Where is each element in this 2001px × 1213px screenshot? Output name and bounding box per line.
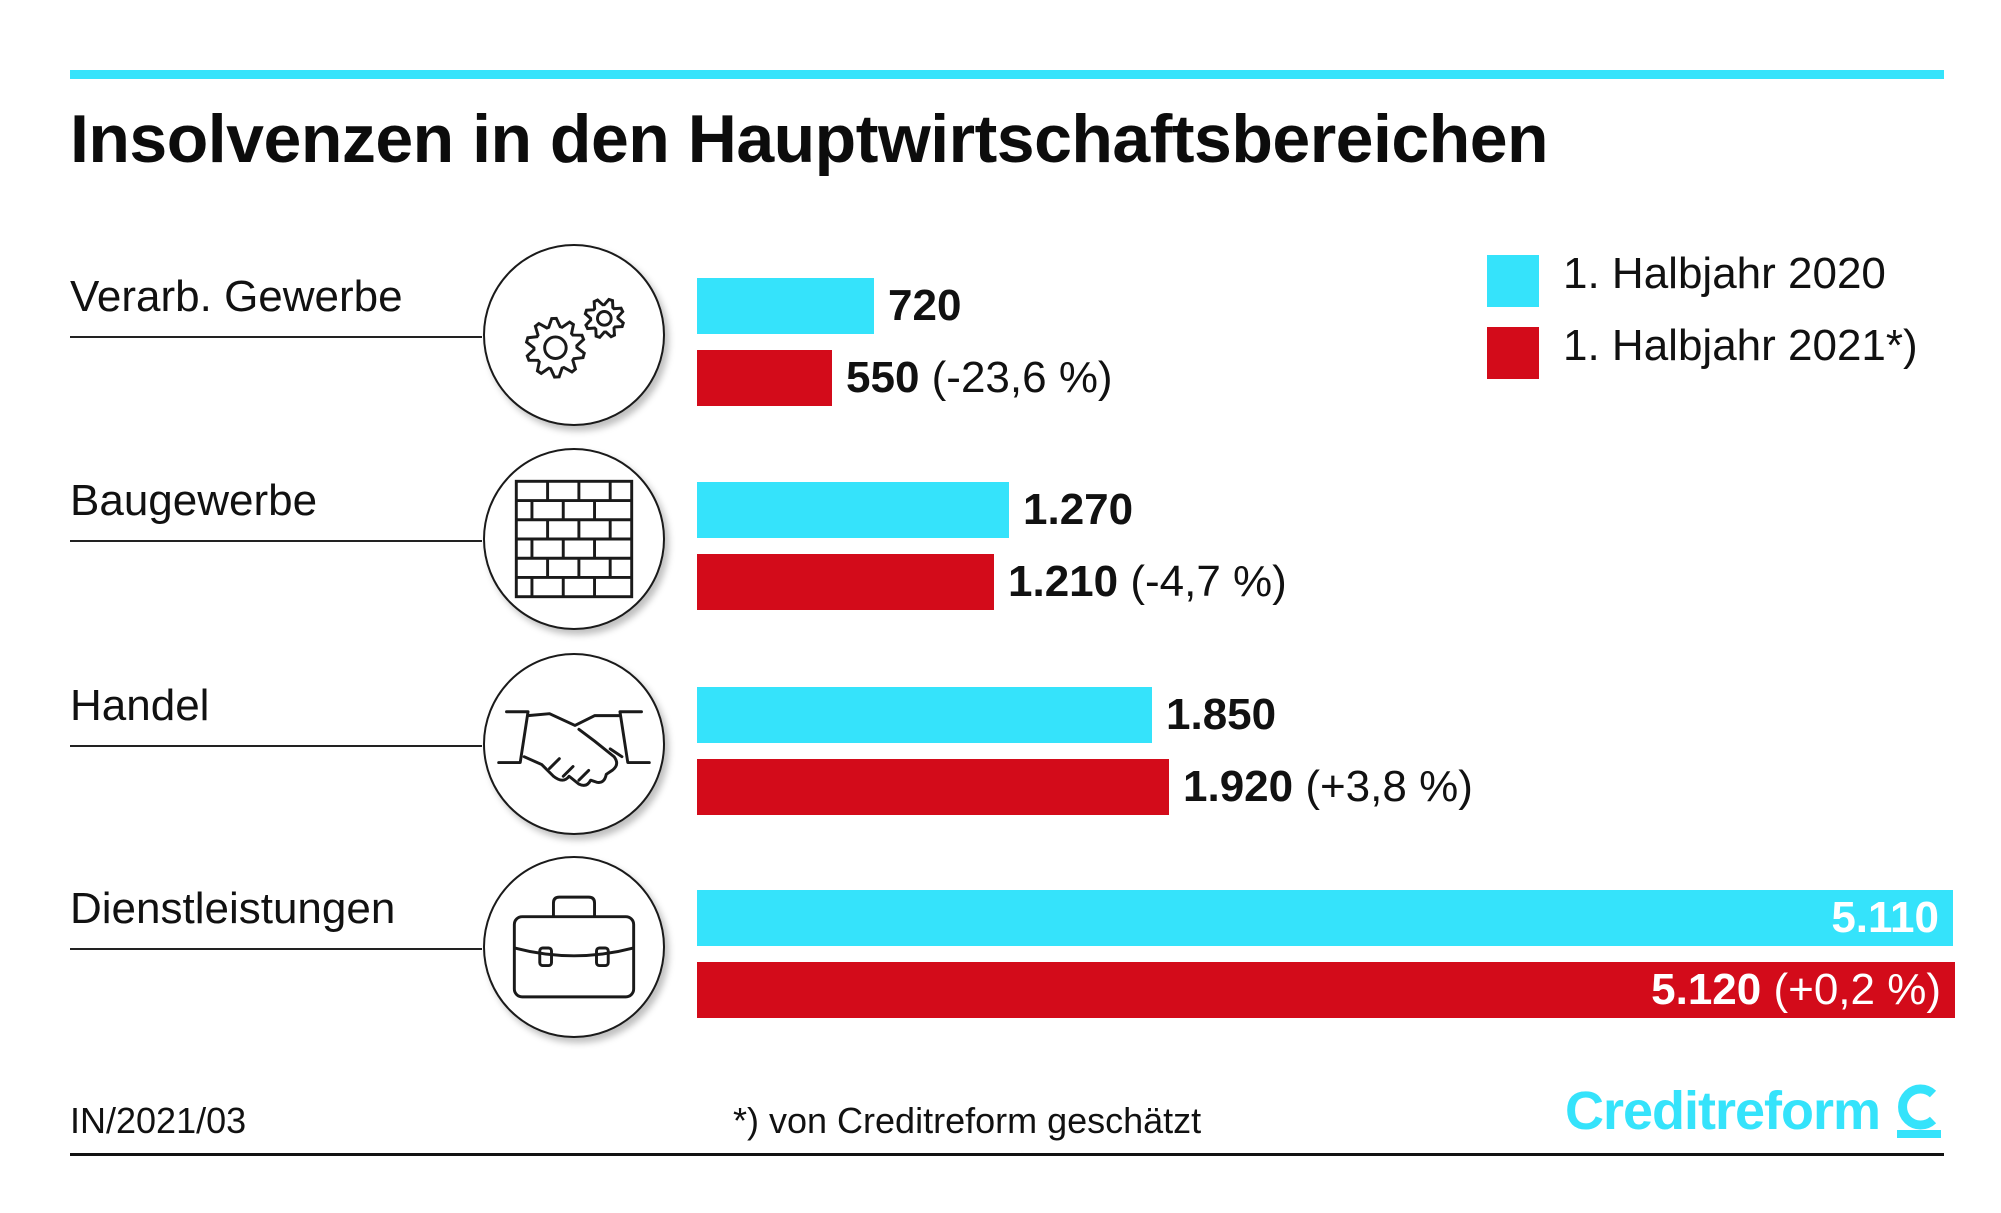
- data-label-verarb-gewerbe-2021: 550 (-23,6 %): [846, 350, 1113, 406]
- data-value: 1.850: [1166, 690, 1277, 739]
- brand-mark-icon: [1897, 1084, 1941, 1138]
- category-label-dienstleistungen: Dienstleistungen: [70, 884, 396, 933]
- brick-wall-icon: [483, 448, 665, 630]
- handshake-icon: [483, 653, 665, 835]
- bar-dienstleistungen-2021: [697, 962, 1955, 1018]
- data-label-verarb-gewerbe-2020: 720: [888, 278, 961, 334]
- data-value: 5.110: [1831, 893, 1939, 942]
- data-value: 550: [846, 353, 920, 402]
- bar-baugewerbe-2021: [697, 554, 994, 610]
- bar-baugewerbe-2020: [697, 482, 1009, 538]
- bar-verarb-gewerbe-2021: [697, 350, 832, 406]
- data-label-handel-2020: 1.850: [1166, 687, 1276, 743]
- change-percent: (-23,6 %): [919, 353, 1113, 402]
- data-value: 1.210: [1008, 557, 1119, 606]
- legend-swatch-2020: [1487, 255, 1539, 307]
- data-label-dienstleistungen-2021: 5.120 (+0,2 %): [697, 962, 1941, 1018]
- data-label-baugewerbe-2020: 1.270: [1023, 482, 1133, 538]
- data-value: 5.120: [1651, 965, 1762, 1014]
- bar-handel-2020: [697, 687, 1152, 743]
- legend-label-2020: 1. Halbjahr 2020: [1563, 249, 1886, 298]
- data-value: 720: [888, 281, 962, 330]
- briefcase-icon: [483, 856, 665, 1038]
- category-label-verarb-gewerbe: Verarb. Gewerbe: [70, 272, 403, 321]
- top-accent-line: [70, 70, 1944, 79]
- footer-note: *) von Creditreform geschätzt: [733, 1100, 1202, 1141]
- category-label-handel: Handel: [70, 681, 210, 730]
- change-percent: (-4,7 %): [1118, 557, 1287, 606]
- bar-handel-2021: [697, 759, 1169, 815]
- category-rule: [70, 336, 482, 338]
- data-value: 1.920: [1183, 762, 1294, 811]
- category-rule: [70, 948, 482, 950]
- change-percent: (+0,2 %): [1761, 965, 1941, 1014]
- brand-logo: Creditreform: [1565, 1081, 1881, 1141]
- data-label-baugewerbe-2021: 1.210 (-4,7 %): [1008, 554, 1287, 610]
- bar-dienstleistungen-2020: [697, 890, 1953, 946]
- legend-swatch-2021: [1487, 327, 1539, 379]
- category-label-baugewerbe: Baugewerbe: [70, 476, 318, 525]
- data-label-dienstleistungen-2020: 5.110: [697, 890, 1939, 946]
- category-rule: [70, 745, 482, 747]
- chart-title: Insolvenzen in den Hauptwirtschaftsberei…: [70, 101, 1549, 177]
- footer-line: [70, 1153, 1944, 1156]
- legend-label-2021: 1. Halbjahr 2021*): [1563, 321, 1918, 370]
- bar-verarb-gewerbe-2020: [697, 278, 874, 334]
- gears-icon: [483, 244, 665, 426]
- footer-code: IN/2021/03: [70, 1100, 247, 1141]
- change-percent: (+3,8 %): [1293, 762, 1473, 811]
- data-label-handel-2021: 1.920 (+3,8 %): [1183, 759, 1473, 815]
- data-value: 1.270: [1023, 485, 1134, 534]
- category-rule: [70, 540, 482, 542]
